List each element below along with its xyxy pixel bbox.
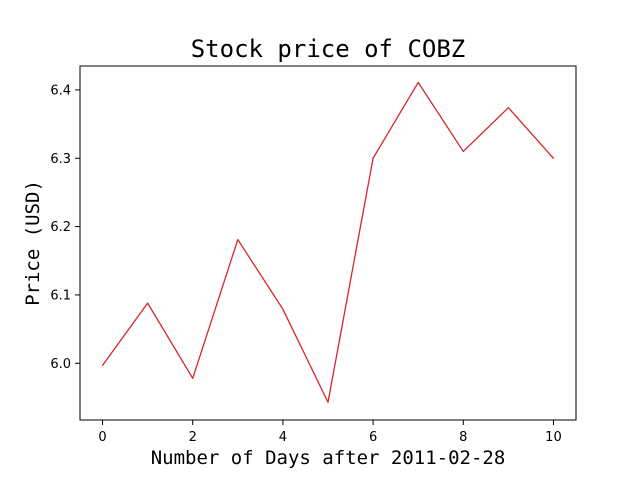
plot-frame xyxy=(79,65,577,421)
x-tick-label: 6 xyxy=(369,430,377,445)
x-axis-label: Number of Days after 2011-02-28 xyxy=(151,447,506,469)
x-tick-label: 10 xyxy=(545,430,562,445)
y-tick-label: 6.1 xyxy=(50,288,71,303)
x-axis: 0 2 4 6 8 10 xyxy=(98,420,562,445)
x-tick-label: 0 xyxy=(98,430,106,445)
price-line xyxy=(101,81,555,403)
y-tick-label: 6.0 xyxy=(50,357,71,372)
x-tick-label: 4 xyxy=(279,430,287,445)
x-tick-label: 8 xyxy=(459,430,467,445)
y-tick-label: 6.4 xyxy=(50,83,71,98)
y-axis: 6.0 6.1 6.2 6.3 6.4 xyxy=(50,83,80,372)
y-tick-label: 6.3 xyxy=(50,152,71,167)
x-tick-label: 2 xyxy=(189,430,197,445)
y-tick-label: 6.2 xyxy=(50,220,71,235)
chart-title: Stock price of COBZ xyxy=(191,35,466,63)
y-axis-label: Price (USD) xyxy=(22,180,44,306)
